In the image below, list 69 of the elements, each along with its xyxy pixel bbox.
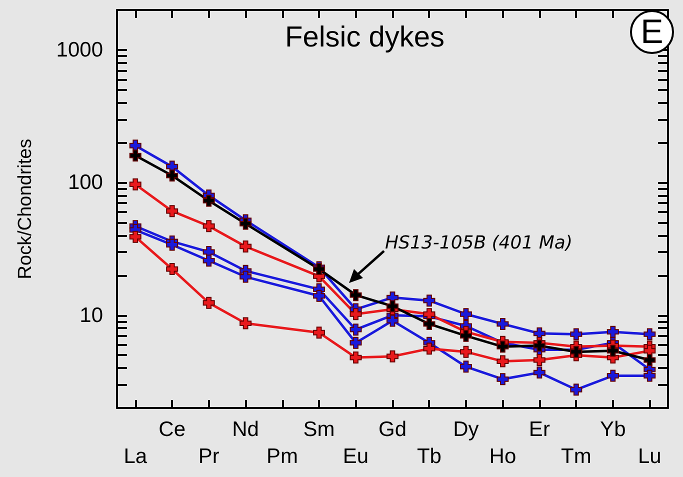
point — [423, 294, 436, 307]
point — [350, 324, 362, 336]
point — [533, 366, 546, 379]
point — [166, 238, 178, 251]
x-tick-label: Pm — [266, 445, 298, 468]
point — [350, 336, 362, 349]
point — [202, 296, 215, 309]
point — [386, 300, 398, 312]
point — [423, 318, 436, 330]
point — [606, 370, 619, 382]
x-tick-label: Lu — [638, 445, 662, 468]
point — [570, 328, 582, 340]
point — [460, 346, 472, 358]
point — [423, 342, 436, 355]
point — [533, 340, 546, 352]
point — [386, 314, 398, 327]
x-tick-label: Eu — [342, 445, 369, 468]
x-tick-label: Er — [528, 418, 550, 441]
point — [606, 326, 619, 338]
x-tick-label: Yb — [600, 418, 626, 441]
point — [166, 170, 178, 182]
point — [460, 330, 472, 342]
point — [240, 218, 252, 230]
x-tick-label: Ho — [489, 445, 516, 468]
point — [202, 254, 215, 267]
point — [460, 308, 472, 320]
point — [533, 354, 546, 366]
point — [240, 240, 252, 252]
point — [496, 373, 509, 386]
point — [202, 220, 215, 232]
point — [350, 352, 362, 364]
x-tick-label: La — [124, 445, 148, 468]
x-tick-label: Dy — [453, 418, 480, 441]
x-tick-label: Tm — [561, 445, 592, 468]
point — [496, 355, 509, 368]
point — [606, 344, 619, 357]
point — [240, 317, 252, 330]
point — [129, 230, 142, 243]
point — [350, 308, 362, 320]
x-tick-label: Sm — [303, 418, 335, 441]
y-tick-label: 1000 — [56, 38, 103, 62]
point — [644, 370, 656, 382]
point — [496, 340, 509, 353]
x-tick-label: Gd — [378, 418, 407, 441]
point — [644, 328, 656, 340]
x-tick-label: Nd — [232, 418, 259, 441]
point — [496, 318, 509, 330]
point — [570, 384, 582, 396]
point — [460, 360, 472, 373]
point — [129, 178, 142, 190]
chart-title: Felsic dykes — [285, 22, 445, 54]
point — [386, 350, 398, 362]
point — [240, 270, 252, 283]
x-tick-label: Pr — [198, 445, 220, 468]
x-tick-label: Ce — [158, 418, 186, 441]
y-axis-title: Rock/Chondrites — [15, 138, 36, 280]
point — [129, 140, 142, 152]
x-tick-label: Tb — [416, 445, 442, 468]
annotation: HS13-105B (401 Ma) — [385, 232, 572, 254]
y-tick-label: 10 — [80, 304, 103, 327]
point — [166, 263, 178, 276]
y-tick-label: 100 — [68, 171, 103, 194]
point — [644, 354, 656, 366]
point — [350, 289, 362, 302]
point — [313, 290, 326, 302]
point — [313, 326, 326, 339]
point — [202, 194, 215, 207]
point — [166, 205, 178, 218]
point — [129, 150, 142, 162]
